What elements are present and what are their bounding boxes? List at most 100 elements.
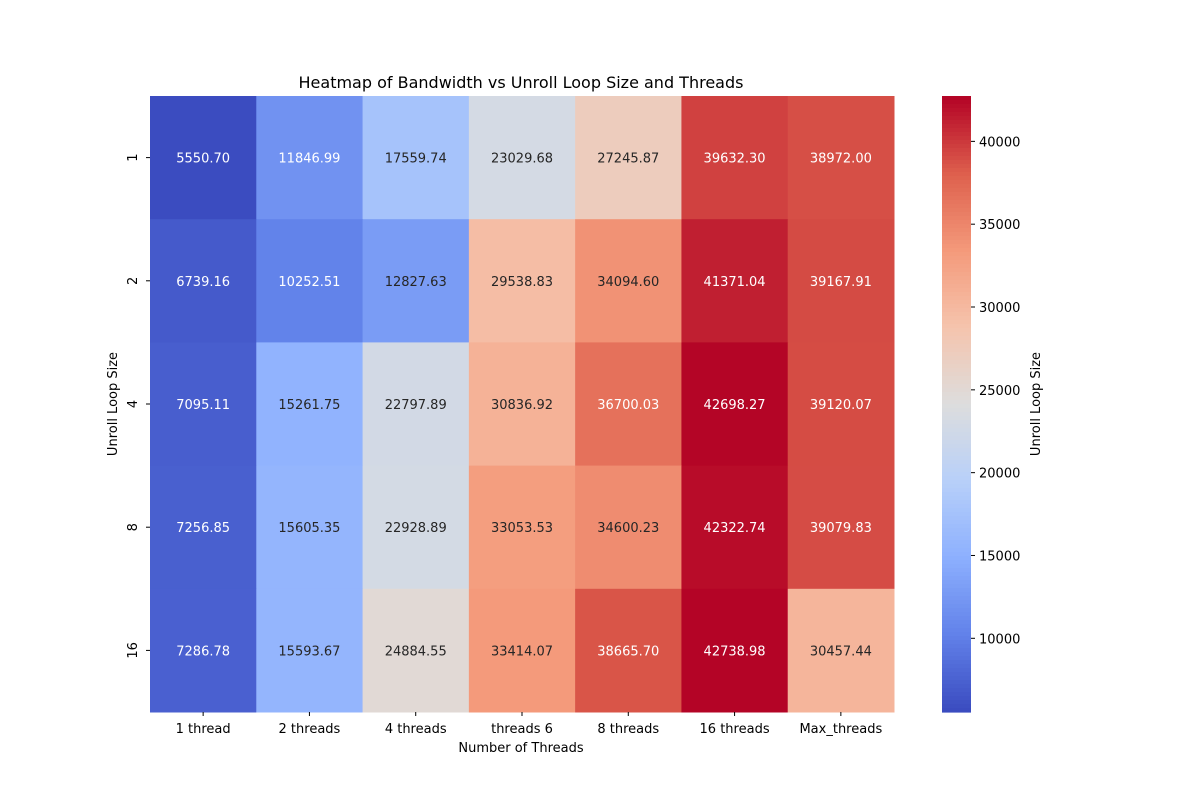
colorbar-band-29 bbox=[942, 212, 971, 217]
cell-value-r0-c5: 39632.30 bbox=[704, 152, 766, 167]
colorbar-band-142 bbox=[942, 664, 971, 669]
colorbar-band-2 bbox=[942, 104, 971, 109]
colorbar-band-65 bbox=[942, 356, 971, 361]
y-tick-label-3: 8 bbox=[126, 523, 141, 531]
cell-value-r3-c6: 39079.83 bbox=[810, 521, 872, 536]
cell-value-r4-c0: 7286.78 bbox=[176, 644, 230, 659]
colorbar-band-104 bbox=[942, 512, 971, 517]
colorbar-band-140 bbox=[942, 656, 971, 661]
heatmap-cell-r2-c3 bbox=[468, 342, 576, 467]
colorbar-band-119 bbox=[942, 572, 971, 577]
colorbar-band-73 bbox=[942, 388, 971, 393]
y-axis-ticks: 1 2 4 8 16 bbox=[126, 153, 150, 659]
heatmap-cell-r1-c4 bbox=[575, 219, 682, 343]
colorbar-band-151 bbox=[942, 700, 971, 705]
heatmap-cell-r4-c0 bbox=[150, 588, 257, 713]
colorbar-band-95 bbox=[942, 476, 971, 481]
cell-value-r0-c2: 17559.74 bbox=[385, 152, 447, 167]
colorbar-band-72 bbox=[942, 384, 971, 389]
colorbar-band-41 bbox=[942, 260, 971, 265]
colorbar-band-26 bbox=[942, 200, 971, 205]
colorbar-band-42 bbox=[942, 264, 971, 269]
y-tick-label-4: 16 bbox=[126, 642, 141, 659]
heatmap-cell-r0-c1 bbox=[256, 96, 364, 220]
y-tick-label-2: 4 bbox=[126, 400, 141, 408]
colorbar-band-115 bbox=[942, 556, 971, 561]
colorbar-band-90 bbox=[942, 456, 971, 461]
colorbar-band-120 bbox=[942, 576, 971, 581]
colorbar-band-94 bbox=[942, 472, 971, 477]
colorbar-band-74 bbox=[942, 392, 971, 397]
colorbar-band-28 bbox=[942, 208, 971, 213]
cell-value-r3-c0: 7256.85 bbox=[176, 521, 230, 536]
heatmap-cell-r3-c2 bbox=[362, 465, 470, 590]
colorbar-band-21 bbox=[942, 180, 971, 185]
heatmap-cell-labels: 5550.70 11846.99 17559.74 23029.68 27245.87 3… bbox=[176, 152, 872, 660]
heatmap-cell-r4-c6 bbox=[787, 588, 895, 713]
colorbar-band-84 bbox=[942, 432, 971, 437]
colorbar-band-16 bbox=[942, 160, 971, 165]
heatmap-cell-r4-c5 bbox=[681, 588, 789, 713]
heatmap-cell-r0-c2 bbox=[362, 96, 470, 220]
cell-value-r1-c2: 12827.63 bbox=[385, 275, 447, 290]
colorbar-band-63 bbox=[942, 348, 971, 353]
cell-value-r1-c4: 34094.60 bbox=[597, 275, 659, 290]
cell-value-r3-c4: 34600.23 bbox=[597, 521, 659, 536]
colorbar-band-106 bbox=[942, 520, 971, 525]
colorbar-band-114 bbox=[942, 552, 971, 557]
heatmap-cell-r4-c4 bbox=[575, 588, 682, 713]
cell-value-r1-c0: 6739.16 bbox=[176, 275, 230, 290]
colorbar-band-113 bbox=[942, 548, 971, 553]
colorbar-tick-label-4: 30000 bbox=[979, 301, 1020, 316]
colorbar-band-153 bbox=[942, 708, 971, 713]
colorbar-band-27 bbox=[942, 204, 971, 209]
colorbar-band-68 bbox=[942, 368, 971, 373]
x-tick-label-5: 16 threads bbox=[700, 722, 770, 737]
heatmap-cell-r3-c6 bbox=[787, 465, 895, 590]
colorbar-band-107 bbox=[942, 524, 971, 529]
x-tick-label-0: 1 thread bbox=[176, 722, 231, 737]
colorbar-band-62 bbox=[942, 344, 971, 349]
cell-value-r2-c1: 15261.75 bbox=[278, 398, 340, 413]
colorbar-band-10 bbox=[942, 136, 971, 141]
heatmap-cell-r1-c5 bbox=[681, 219, 789, 343]
colorbar-band-109 bbox=[942, 532, 971, 537]
x-tick-label-6: Max_threads bbox=[799, 722, 882, 737]
colorbar-band-125 bbox=[942, 596, 971, 601]
colorbar-label: Unroll Loop Size bbox=[1029, 352, 1044, 456]
colorbar-band-23 bbox=[942, 188, 971, 193]
colorbar-band-143 bbox=[942, 668, 971, 673]
colorbar-band-45 bbox=[942, 276, 971, 281]
colorbar-tick-label-0: 10000 bbox=[979, 632, 1020, 647]
colorbar-band-136 bbox=[942, 640, 971, 645]
colorbar-band-149 bbox=[942, 692, 971, 697]
colorbar-band-129 bbox=[942, 612, 971, 617]
colorbar-band-0 bbox=[942, 96, 971, 101]
colorbar-band-126 bbox=[942, 600, 971, 605]
heatmap-cell-r1-c1 bbox=[256, 219, 364, 343]
colorbar-band-31 bbox=[942, 220, 971, 225]
colorbar-band-152 bbox=[942, 704, 971, 709]
colorbar-band-15 bbox=[942, 156, 971, 161]
y-tick-label-1: 2 bbox=[126, 277, 141, 285]
colorbar-band-50 bbox=[942, 296, 971, 301]
heatmap-cell-r0-c0 bbox=[150, 96, 257, 220]
colorbar-band-103 bbox=[942, 508, 971, 513]
heatmap-cell-r2-c0 bbox=[150, 342, 257, 467]
colorbar-band-70 bbox=[942, 376, 971, 381]
colorbar-band-17 bbox=[942, 164, 971, 169]
heatmap-cell-r2-c1 bbox=[256, 342, 364, 467]
colorbar-band-34 bbox=[942, 232, 971, 237]
cell-value-r0-c1: 11846.99 bbox=[278, 152, 340, 167]
colorbar-band-4 bbox=[942, 112, 971, 117]
colorbar-band-101 bbox=[942, 500, 971, 505]
heatmap-cell-r0-c6 bbox=[787, 96, 895, 220]
colorbar-band-144 bbox=[942, 672, 971, 677]
cell-value-r1-c6: 39167.91 bbox=[810, 275, 872, 290]
colorbar-band-3 bbox=[942, 108, 971, 113]
colorbar-band-61 bbox=[942, 340, 971, 345]
colorbar-band-82 bbox=[942, 424, 971, 429]
colorbar-band-78 bbox=[942, 408, 971, 413]
cell-value-r4-c5: 42738.98 bbox=[704, 644, 766, 659]
